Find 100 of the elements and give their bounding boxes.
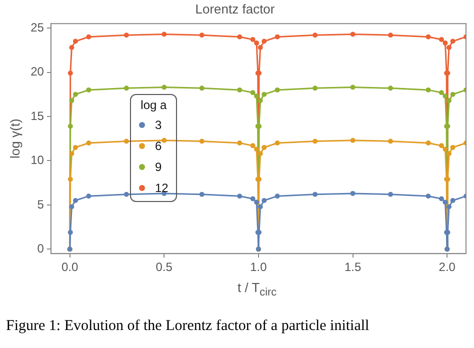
point <box>426 87 431 92</box>
point <box>86 194 92 199</box>
point <box>442 94 448 99</box>
point <box>199 192 204 197</box>
point <box>72 92 78 97</box>
point <box>237 194 242 199</box>
point <box>254 146 260 152</box>
point <box>124 192 129 197</box>
point <box>258 151 263 156</box>
point <box>438 143 444 148</box>
point <box>250 90 256 96</box>
point <box>274 34 280 40</box>
x-tick-label: 2.0 <box>438 260 456 274</box>
point <box>450 92 456 97</box>
point <box>438 37 444 42</box>
x-tick-label: 1.5 <box>344 260 362 274</box>
y-tick-label: 10 <box>30 153 44 168</box>
x-tick-label: 1.0 <box>250 260 268 274</box>
point <box>124 32 129 38</box>
y-tick-label: 25 <box>30 20 44 34</box>
point <box>258 44 263 50</box>
legend-label: 9 <box>155 160 162 174</box>
point <box>68 230 73 235</box>
y-tick-label: 15 <box>30 108 44 123</box>
point <box>86 34 92 40</box>
point <box>312 86 318 91</box>
point <box>262 38 267 44</box>
point <box>388 138 394 144</box>
point <box>450 198 456 204</box>
point <box>312 32 318 38</box>
point <box>442 40 448 46</box>
point <box>426 140 431 146</box>
point <box>68 70 73 76</box>
point <box>350 138 356 143</box>
point <box>274 140 280 146</box>
y-axis-title: log γ(t) <box>7 118 22 158</box>
point <box>254 94 260 99</box>
point <box>446 204 452 210</box>
point <box>446 44 452 50</box>
point <box>388 86 394 91</box>
point <box>388 192 394 197</box>
point <box>124 138 129 144</box>
point <box>124 86 129 91</box>
point <box>450 144 456 150</box>
point <box>162 84 167 90</box>
point <box>274 194 280 199</box>
point <box>442 200 448 205</box>
point <box>442 146 448 152</box>
point <box>350 32 356 37</box>
point <box>69 44 74 50</box>
point <box>350 84 356 90</box>
point <box>237 87 242 92</box>
legend-label: 6 <box>155 138 162 152</box>
point <box>350 190 356 196</box>
point <box>438 196 444 202</box>
point <box>250 196 256 202</box>
point <box>68 124 73 129</box>
legend-title: log a <box>140 98 168 112</box>
point <box>258 98 263 104</box>
point <box>250 37 256 42</box>
point <box>199 138 204 144</box>
point <box>250 143 256 148</box>
point <box>254 200 260 205</box>
x-tick-label: 0.0 <box>61 260 78 274</box>
point <box>446 98 452 104</box>
point <box>312 138 318 144</box>
point <box>69 98 74 104</box>
point <box>262 198 267 204</box>
point <box>72 144 78 150</box>
point <box>86 87 92 92</box>
caption: Figure 1: Evolution of the Lorentz factor of a particle initiall <box>6 318 370 335</box>
legend-label: 12 <box>155 180 168 194</box>
x-axis-title: t / T$_{circ}$ <box>236 280 278 299</box>
point <box>237 34 242 40</box>
point <box>258 204 263 210</box>
point <box>446 151 452 156</box>
point <box>388 32 394 38</box>
point <box>69 151 74 156</box>
point <box>262 92 267 97</box>
point <box>162 32 167 37</box>
point <box>72 198 78 204</box>
point <box>199 32 204 38</box>
point <box>199 86 204 91</box>
point <box>162 138 167 143</box>
legend-label: 3 <box>155 118 162 132</box>
chart-title: Lorentz factor <box>195 1 276 16</box>
point <box>438 90 444 96</box>
y-tick-label: 20 <box>30 64 44 79</box>
point <box>68 176 73 182</box>
point <box>237 140 242 146</box>
point <box>72 38 78 44</box>
y-tick-label: 5 <box>37 197 44 212</box>
point <box>450 38 456 44</box>
point <box>262 144 267 150</box>
point <box>254 40 260 46</box>
point <box>86 140 92 146</box>
point <box>274 87 280 92</box>
point <box>69 204 74 210</box>
point <box>426 194 431 199</box>
x-tick-label: 0.5 <box>156 260 173 274</box>
